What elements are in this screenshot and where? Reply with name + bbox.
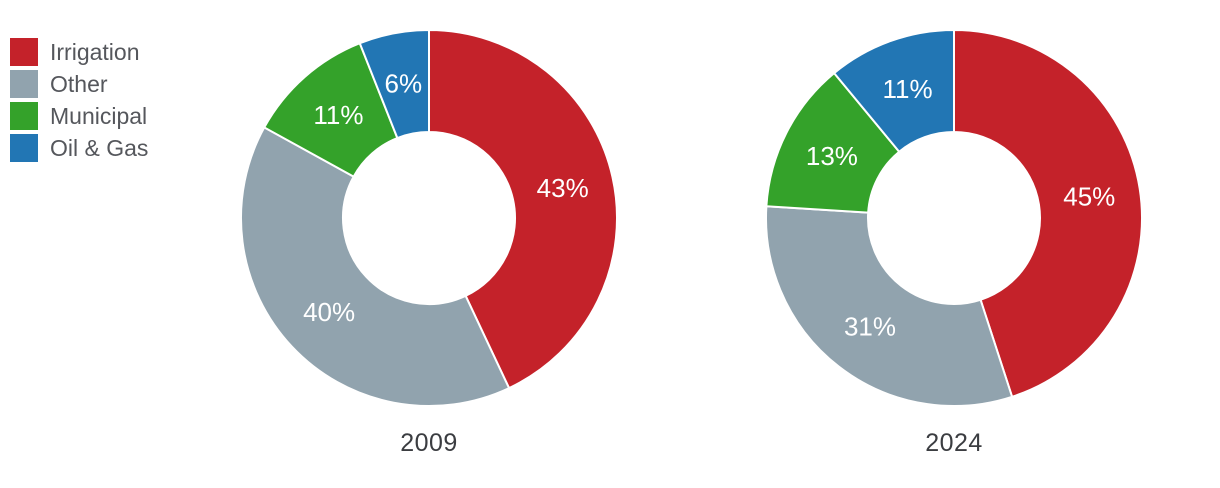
donut-svg-2024: 45% 31% 13% 11% <box>765 29 1144 407</box>
legend-item-irrigation: Irrigation <box>10 38 148 66</box>
legend-swatch-municipal <box>10 102 38 130</box>
chart-year-label-2009: 2009 <box>400 429 458 457</box>
legend-swatch-irrigation <box>10 38 38 66</box>
donut-slice-irrigation-2024 <box>953 29 1144 398</box>
donut-chart-2009: 43% 40% 11% 6% 2009 <box>229 18 629 480</box>
donut-slice-oil-gas-2009 <box>358 29 430 140</box>
chart-year-label-2024: 2024 <box>925 429 983 457</box>
slice-value-label-irrigation-2009: 43% <box>537 173 589 203</box>
legend-item-oil-gas: Oil & Gas <box>10 134 148 162</box>
donut-slice-other-2009 <box>240 126 511 407</box>
legend-swatch-oil-gas <box>10 134 38 162</box>
donut-svg-2009: 43% 40% 11% 6% <box>240 29 618 407</box>
donut-slice-irrigation-2009 <box>428 29 618 390</box>
slice-value-label-other-2009: 40% <box>303 297 355 327</box>
slice-value-label-municipal-2024: 13% <box>806 141 858 171</box>
slice-value-label-oil-gas-2024: 11% <box>883 74 933 104</box>
slice-value-label-other-2024: 31% <box>844 311 896 341</box>
legend-swatch-other <box>10 70 38 98</box>
donut-slice-oil-gas-2024 <box>833 29 955 153</box>
legend-label-other: Other <box>50 71 108 97</box>
donut-chart-2024: 45% 31% 13% 11% 2024 <box>754 18 1154 480</box>
slice-value-label-irrigation-2024: 45% <box>1063 182 1115 212</box>
legend-label-oil-gas: Oil & Gas <box>50 135 149 161</box>
chart-legend: Irrigation Other Municipal Oil & Gas <box>10 38 148 162</box>
donut-slice-other-2024 <box>765 205 1014 407</box>
legend-label-irrigation: Irrigation <box>50 39 140 65</box>
slice-value-label-municipal-2009: 11% <box>313 100 363 130</box>
legend-label-municipal: Municipal <box>50 103 148 129</box>
legend-item-other: Other <box>10 70 148 98</box>
slice-value-label-oil-gas-2009: 6% <box>385 68 423 98</box>
legend-item-municipal: Municipal <box>10 102 148 130</box>
